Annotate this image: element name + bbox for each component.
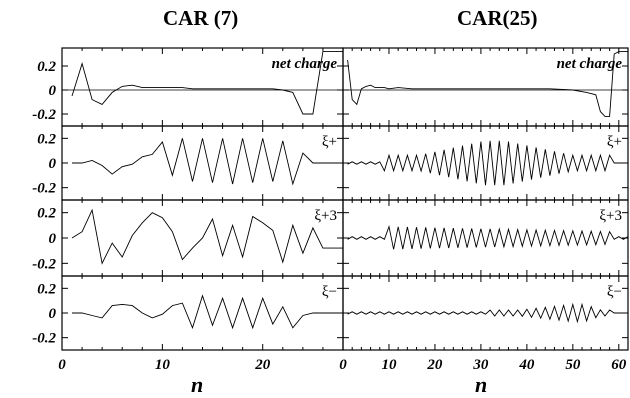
x-tick-label: 10 <box>155 357 171 373</box>
panel-frame <box>62 276 343 350</box>
y-tick-label: 0.2 <box>37 131 56 147</box>
x-tick-label: 0 <box>58 357 66 373</box>
y-tick-label: 0.2 <box>37 206 56 222</box>
right-x-axis-label: n <box>475 372 487 398</box>
panel-label: ξ− <box>607 284 622 300</box>
x-tick-label: 30 <box>472 357 489 373</box>
x-tick-label: 60 <box>611 357 627 373</box>
series-line <box>72 210 343 263</box>
y-tick-label: 0 <box>49 83 57 99</box>
panel-label: net charge <box>272 56 338 72</box>
panel-label: ξ+ <box>607 134 622 150</box>
series-line <box>348 227 628 250</box>
x-tick-label: 20 <box>254 357 271 373</box>
y-tick-label: 0 <box>49 156 57 172</box>
series-line <box>72 138 343 184</box>
left-x-axis-label: n <box>191 372 203 398</box>
panel-label: ξ+ <box>322 134 337 150</box>
y-tick-label: -0.2 <box>32 256 56 272</box>
panel-label: ξ+3 <box>314 208 337 224</box>
series-line <box>348 304 628 321</box>
y-tick-label: 0 <box>49 231 57 247</box>
x-tick-label: 40 <box>518 357 535 373</box>
x-tick-label: 0 <box>339 357 347 373</box>
x-tick-label: 50 <box>565 357 581 373</box>
x-tick-label: 10 <box>381 357 397 373</box>
panel-frame <box>343 200 628 276</box>
y-tick-label: -0.2 <box>32 331 56 347</box>
y-tick-label: 0.2 <box>37 281 56 297</box>
panel-frame <box>343 126 628 200</box>
panel-label: net charge <box>557 56 623 72</box>
panel-frame <box>62 126 343 200</box>
x-tick-label: 20 <box>426 357 443 373</box>
y-tick-label: 0.2 <box>37 59 56 75</box>
y-tick-label: -0.2 <box>32 107 56 123</box>
y-tick-label: -0.2 <box>32 181 56 197</box>
panel-label: ξ− <box>322 284 337 300</box>
y-tick-label: 0 <box>49 306 57 322</box>
series-line <box>72 296 343 328</box>
series-line <box>348 141 628 185</box>
panel-label: ξ+3 <box>599 208 622 224</box>
